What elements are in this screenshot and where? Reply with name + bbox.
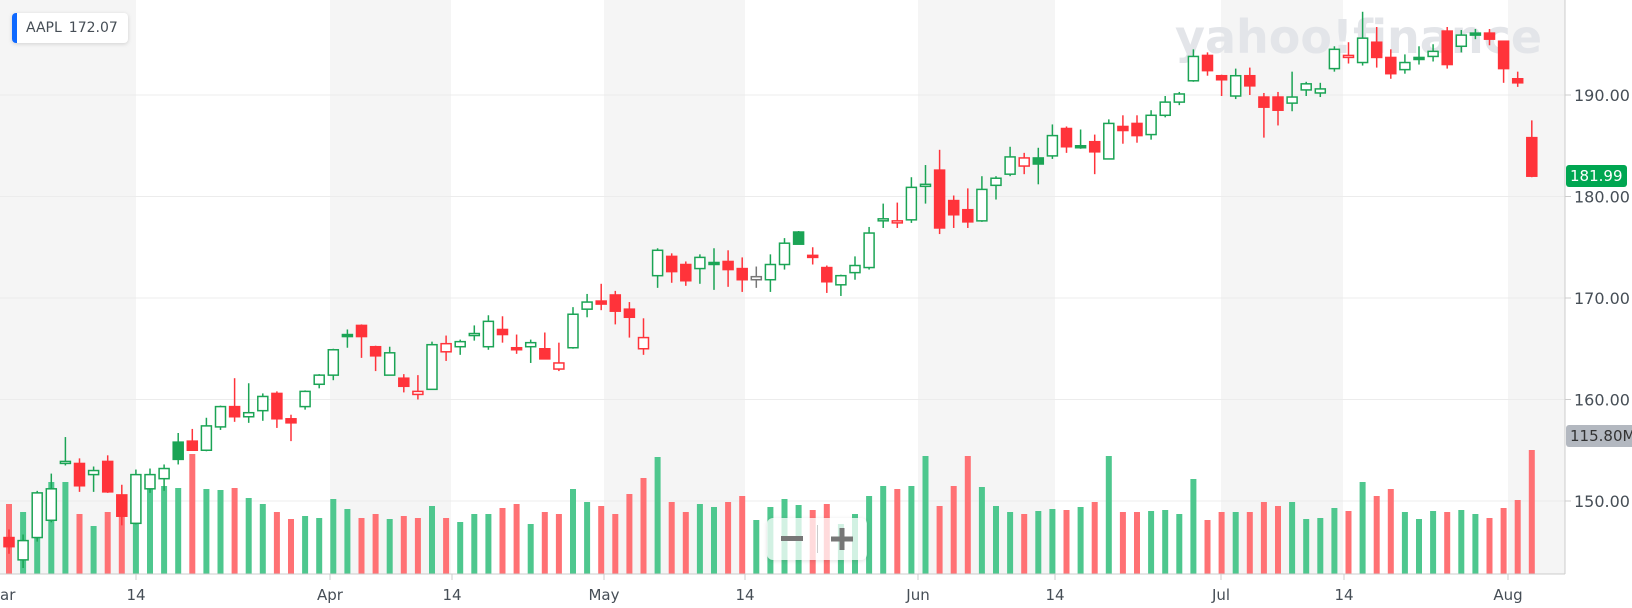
volume-bars — [6, 450, 1535, 574]
svg-text:Apr: Apr — [317, 586, 344, 604]
symbol-legend[interactable]: AAPL 172.07 — [12, 13, 128, 43]
svg-text:Aug: Aug — [1493, 586, 1522, 604]
svg-text:160.00: 160.00 — [1574, 391, 1630, 410]
price-candles — [3, 11, 1538, 568]
svg-text:ar: ar — [0, 586, 16, 604]
series-color-marker — [12, 13, 17, 43]
svg-text:170.00: 170.00 — [1574, 289, 1630, 308]
svg-text:14: 14 — [442, 586, 461, 604]
svg-text:14: 14 — [735, 586, 754, 604]
last-volume-badge: 115.80M — [1566, 425, 1632, 447]
zoom-control — [767, 518, 867, 560]
svg-text:Jun: Jun — [905, 586, 929, 604]
svg-text:Jul: Jul — [1211, 586, 1230, 604]
x-axis-labels: ar 14 Apr 14 May 14 Jun 14 Jul 14 Aug — [0, 574, 1523, 604]
plus-icon — [831, 528, 854, 550]
legend-value: 172.07 — [68, 20, 118, 36]
y-axis-labels: 150.00 160.00 170.00 180.00 190.00 — [1565, 86, 1630, 511]
zoom-out-button[interactable] — [767, 518, 817, 560]
last-price-badge: 181.99 — [1566, 165, 1627, 187]
zoom-divider — [816, 525, 818, 553]
month-bands — [0, 0, 1565, 574]
svg-text:14: 14 — [1045, 586, 1064, 604]
svg-text:14: 14 — [126, 586, 145, 604]
minus-icon — [780, 536, 803, 541]
svg-text:14: 14 — [1334, 586, 1353, 604]
svg-text:150.00: 150.00 — [1574, 492, 1630, 511]
svg-text:190.00: 190.00 — [1574, 86, 1630, 105]
legend-symbol: AAPL — [26, 20, 62, 36]
svg-text:180.00: 180.00 — [1574, 188, 1630, 207]
svg-text:May: May — [588, 586, 619, 604]
zoom-in-button[interactable] — [817, 518, 867, 560]
